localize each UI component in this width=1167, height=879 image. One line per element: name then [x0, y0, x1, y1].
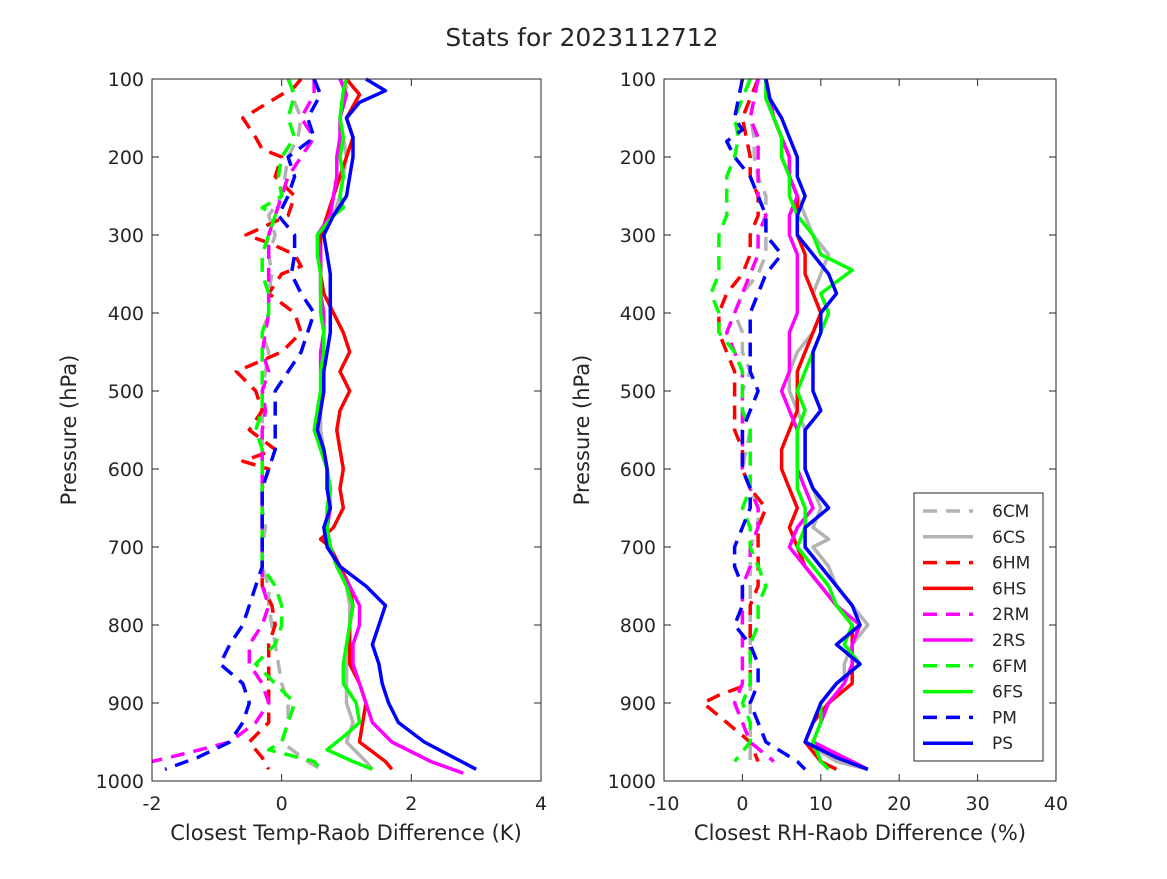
rh-series-pm	[724, 78, 807, 771]
legend-label-2rs: 2RS	[992, 631, 1025, 651]
rh-series-layer	[701, 78, 870, 771]
temp-y-tick-label: 500	[108, 381, 144, 403]
axes-box-right	[663, 78, 1057, 782]
legend-label-6cm: 6CM	[992, 502, 1029, 522]
rh-y-tick-label: 500	[620, 381, 656, 403]
temp-y-tick-label: 300	[108, 225, 144, 247]
legend-label-ps: PS	[992, 734, 1013, 754]
temp-series-6fs	[312, 78, 374, 771]
legend-label-6fm: 6FM	[992, 657, 1027, 677]
temp-series-ps	[315, 77, 478, 771]
rh-y-tick-label: 700	[620, 537, 656, 559]
legend-label-6hs: 6HS	[992, 579, 1026, 599]
x-axis-label-right: Closest RH-Raob Difference (%)	[694, 821, 1026, 845]
temp-x-tick-label: -2	[143, 793, 162, 815]
y-axis-label-left: Pressure (hPa)	[57, 355, 81, 506]
temp-x-tick-label: 4	[535, 793, 547, 815]
legend-label-6fs: 6FS	[992, 683, 1023, 703]
rh-y-tick-label: 100	[620, 69, 656, 91]
temp-y-tick-label: 1000	[96, 771, 144, 793]
rh-x-tick-label: 10	[809, 793, 833, 815]
rh-y-tick-label: 800	[620, 615, 656, 637]
y-axis-label-right: Pressure (hPa)	[570, 355, 594, 506]
rh-y-tick-label: 400	[620, 303, 656, 325]
temp-y-tick-label: 200	[108, 147, 144, 169]
temp-series-6fm	[253, 78, 322, 771]
temp-y-tick-label: 400	[108, 303, 144, 325]
temp-tick-layer: -2 0 2 4 100 200 300 400 500 600 700 800 900 1000	[96, 69, 547, 815]
legend-label-6hm: 6HM	[992, 554, 1030, 574]
temp-difference-panel: -2 0 2 4 100 200 300 400 500 600 700 800 900 1000 Clo…	[57, 69, 547, 845]
temp-x-tick-label: 2	[405, 793, 417, 815]
temp-y-tick-label: 600	[108, 459, 144, 481]
legend-label-2rm: 2RM	[992, 605, 1029, 625]
axes-box-left	[151, 78, 542, 782]
rh-x-tick-label: 20	[887, 793, 911, 815]
rh-x-tick-label: -10	[648, 793, 679, 815]
temp-series-layer	[151, 77, 478, 775]
legend-label-pm: PM	[992, 708, 1017, 728]
rh-x-tick-label: 30	[966, 793, 990, 815]
temp-y-tick-label: 800	[108, 615, 144, 637]
rh-y-tick-label: 200	[620, 147, 656, 169]
rh-series-2rm	[724, 78, 775, 763]
rh-x-tick-label: 40	[1044, 793, 1068, 815]
rh-y-tick-label: 1000	[608, 771, 656, 793]
temp-y-tick-label: 900	[108, 693, 144, 715]
x-axis-label-left: Closest Temp-Raob Difference (K)	[170, 821, 522, 845]
temp-x-tick-label: 0	[276, 793, 288, 815]
temp-y-tick-label: 700	[108, 537, 144, 559]
rh-tick-layer: -10 0 10 20 30 40 100 200 300 400 500 600 700 800 900 1…	[608, 69, 1068, 815]
rh-difference-panel: -10 0 10 20 30 40 100 200 300 400 500 600 700 800 900 1…	[570, 69, 1068, 845]
rh-y-tick-label: 900	[620, 693, 656, 715]
legend-label-6cs: 6CS	[992, 528, 1025, 548]
temp-series-6hm	[234, 77, 303, 771]
temp-y-tick-label: 100	[108, 69, 144, 91]
rh-y-tick-label: 300	[620, 225, 656, 247]
rh-series-ps	[764, 78, 869, 771]
temp-series-pm	[164, 78, 323, 771]
rh-x-tick-label: 0	[736, 793, 748, 815]
temp-series-6cm	[260, 78, 322, 771]
rh-y-tick-label: 600	[620, 459, 656, 481]
legend: 6CM 6CS 6HM 6HS 2RM 2RS 6FM 6FS PM PS	[913, 492, 1044, 762]
figure-title: Stats for 2023112712	[445, 23, 718, 52]
temp-series-2rm	[151, 79, 316, 764]
